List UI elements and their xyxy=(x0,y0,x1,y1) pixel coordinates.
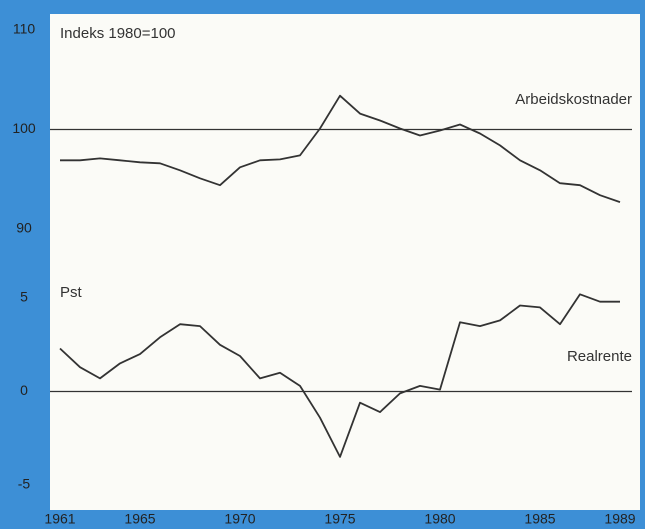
y-axis-label: Indeks 1980=100 xyxy=(60,25,176,42)
series-label: Arbeidskostnader xyxy=(515,91,632,108)
series-label: Realrente xyxy=(567,348,632,365)
x-tick-label: 1961 xyxy=(44,511,75,527)
y-tick-label: -5 xyxy=(18,476,31,492)
data-line xyxy=(60,94,621,203)
plot-area xyxy=(50,14,640,510)
x-tick-label: 1980 xyxy=(424,511,455,527)
y-axis-label: Pst xyxy=(60,284,83,301)
y-tick-label: 110 xyxy=(13,21,36,37)
x-tick-label: 1985 xyxy=(524,511,555,527)
y-tick-label: 100 xyxy=(12,120,36,136)
x-tick-label: 1965 xyxy=(124,511,155,527)
x-tick-label: 1989 xyxy=(604,511,635,527)
x-tick-label: 1970 xyxy=(224,511,255,527)
y-tick-label: 5 xyxy=(20,289,28,305)
data-line xyxy=(59,293,620,458)
y-tick-label: 0 xyxy=(20,382,28,398)
x-tick-label: 1975 xyxy=(324,511,355,527)
y-tick-label: 90 xyxy=(16,220,32,236)
